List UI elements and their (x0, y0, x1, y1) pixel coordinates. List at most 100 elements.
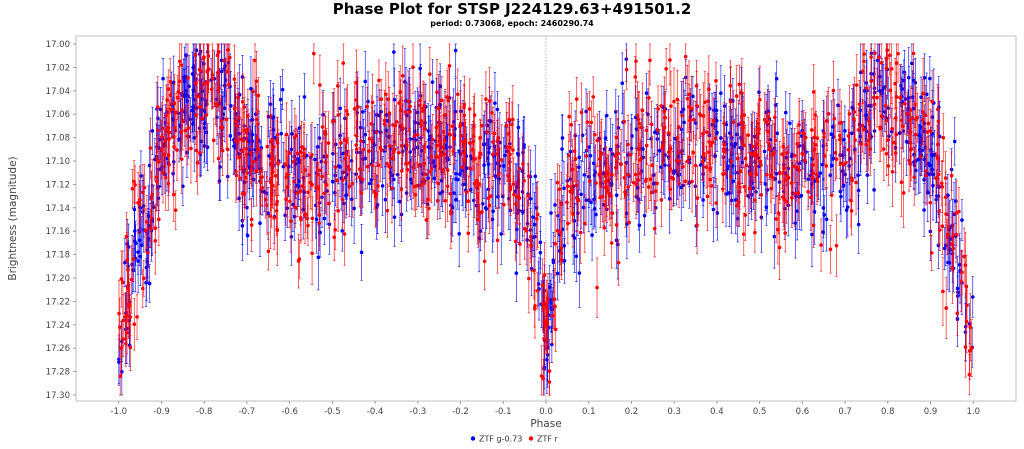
data-marker (547, 285, 552, 290)
data-marker (789, 154, 794, 159)
ztf-g-point (525, 209, 529, 271)
data-marker (856, 173, 860, 178)
ztf-g-point (336, 147, 341, 185)
ztf-g-point (302, 73, 307, 121)
data-marker (642, 213, 647, 218)
data-marker (594, 212, 598, 217)
ztf-g-point (363, 108, 368, 161)
data-marker (171, 171, 175, 176)
data-marker (358, 125, 363, 130)
ztf-g-point (453, 77, 458, 146)
data-marker (735, 132, 739, 137)
data-marker (367, 181, 372, 186)
data-marker (934, 194, 939, 198)
ztf-g-point (731, 148, 736, 215)
ztf-g-point (280, 69, 285, 110)
ztf-g-point (845, 178, 850, 237)
ztf-g-point (922, 156, 926, 204)
data-marker (630, 134, 634, 138)
data-marker (289, 147, 294, 152)
data-marker (824, 217, 829, 222)
data-marker (278, 97, 283, 102)
data-marker (931, 183, 935, 188)
data-marker (842, 137, 846, 142)
ztf-g-point (432, 151, 437, 206)
data-marker (470, 156, 474, 161)
data-marker (245, 233, 250, 238)
data-marker (830, 163, 834, 168)
data-marker (491, 209, 495, 213)
data-marker (454, 198, 458, 202)
data-marker (786, 203, 791, 208)
ztf-g-point (701, 182, 705, 218)
ztf-g-point (458, 152, 462, 196)
data-marker (267, 154, 271, 158)
ztf-g-point (219, 43, 224, 105)
data-marker (839, 194, 843, 199)
ztf-g-point (653, 107, 657, 157)
data-marker (497, 177, 501, 181)
data-marker (925, 190, 930, 195)
data-marker (757, 90, 761, 95)
data-marker (801, 143, 805, 148)
ztf-g-point (928, 56, 932, 101)
ztf-g-point (763, 157, 768, 211)
data-marker (268, 102, 273, 107)
data-marker (363, 132, 368, 137)
data-marker (590, 233, 594, 237)
data-marker (161, 76, 165, 81)
ztf-g-point (970, 276, 975, 318)
data-marker (587, 145, 591, 149)
data-marker (190, 108, 195, 113)
ztf-g-point (584, 88, 588, 135)
data-marker (487, 150, 491, 155)
data-marker (843, 172, 847, 177)
ztf-g-point (281, 142, 286, 192)
data-marker (132, 207, 137, 212)
data-marker (318, 230, 322, 235)
data-marker (864, 113, 869, 117)
data-marker (553, 203, 557, 207)
data-marker (579, 192, 583, 197)
ztf-g-point (928, 151, 932, 198)
data-marker (828, 173, 833, 178)
data-marker (228, 134, 233, 138)
data-marker (531, 215, 535, 219)
ztf-g-point (793, 187, 798, 259)
ztf-g-point (881, 64, 886, 112)
ztf-g-point (190, 51, 195, 97)
ztf-g-point (218, 133, 222, 201)
data-marker (344, 193, 348, 198)
data-marker (733, 142, 738, 146)
ztf-g-point (577, 238, 582, 308)
data-marker (584, 198, 588, 202)
data-marker (493, 101, 497, 105)
data-marker (701, 198, 705, 202)
data-marker (482, 142, 487, 146)
ztf-g-point (733, 108, 738, 180)
data-marker (192, 136, 197, 140)
data-marker (738, 145, 743, 150)
ztf-g-point (574, 230, 579, 283)
data-marker (591, 161, 596, 166)
data-marker (725, 167, 730, 171)
data-marker (562, 258, 567, 263)
data-marker (562, 186, 566, 191)
ztf-g-point (560, 195, 565, 264)
data-marker (137, 229, 142, 234)
data-marker (856, 222, 861, 227)
data-marker (568, 149, 573, 154)
data-marker (451, 119, 456, 124)
data-marker (722, 104, 727, 108)
data-marker (363, 79, 368, 84)
ztf-g-point (872, 169, 876, 211)
ztf-g-point (562, 161, 566, 216)
data-marker (731, 179, 736, 184)
ztf-g-point (245, 216, 250, 255)
ztf-g-point (822, 195, 827, 235)
data-marker (883, 110, 887, 114)
data-marker (629, 146, 634, 151)
data-marker (922, 157, 927, 162)
data-marker (831, 156, 836, 161)
data-marker (321, 112, 325, 117)
